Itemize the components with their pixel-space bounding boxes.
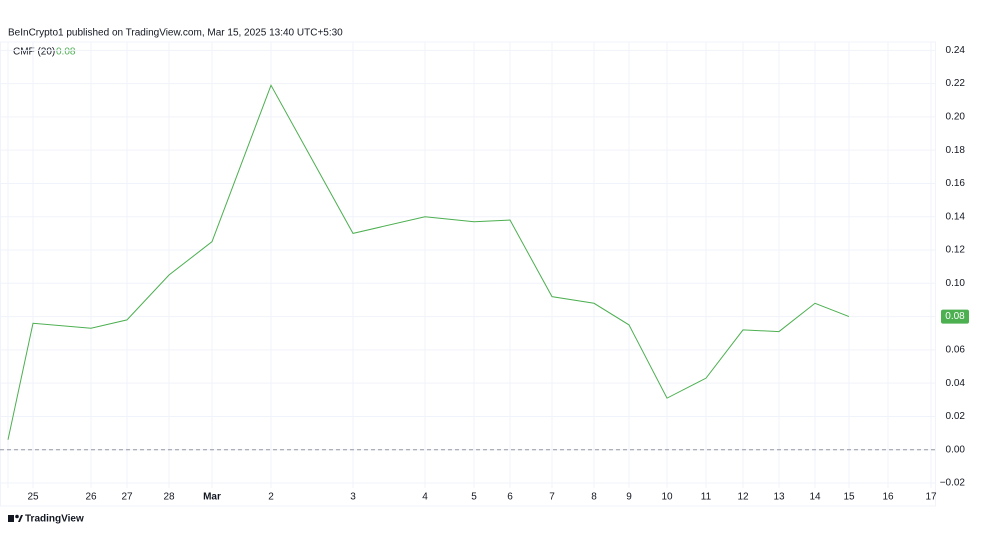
x-tick-label: 14 bbox=[809, 492, 821, 503]
x-tick-label: 16 bbox=[882, 492, 894, 503]
x-tick-label: 10 bbox=[661, 492, 673, 503]
y-tick-label: 0.06 bbox=[946, 345, 966, 356]
legend-name: CMF (20) bbox=[13, 47, 55, 58]
y-tick-label: 0.18 bbox=[946, 145, 966, 156]
y-tick-label: 0.16 bbox=[946, 178, 966, 189]
x-tick-label: 4 bbox=[422, 492, 428, 503]
y-tick-label: 0.24 bbox=[946, 45, 966, 56]
x-tick-label: 2 bbox=[268, 492, 274, 503]
y-tick-label: 0.14 bbox=[946, 211, 966, 222]
plot-frame bbox=[0, 41, 936, 507]
x-tick-label: 12 bbox=[737, 492, 749, 503]
x-tick-label: Mar bbox=[203, 492, 221, 503]
y-tick-label: 0.04 bbox=[946, 378, 966, 389]
last-value-label: 0.08 bbox=[945, 311, 965, 322]
y-tick-label: 0.10 bbox=[946, 278, 966, 289]
x-tick-label: 7 bbox=[549, 492, 555, 503]
x-tick-label: 6 bbox=[507, 492, 513, 503]
y-tick-label: 0.12 bbox=[946, 245, 966, 256]
legend-value: 0.08 bbox=[56, 47, 76, 58]
y-tick-label: 0.20 bbox=[946, 112, 966, 123]
x-tick-label: 8 bbox=[591, 492, 597, 503]
x-tick-label: 9 bbox=[626, 492, 632, 503]
x-tick-label: 5 bbox=[471, 492, 477, 503]
logo: TradingView bbox=[8, 514, 84, 525]
y-tick-label: −0.02 bbox=[940, 478, 966, 489]
x-tick-label: 11 bbox=[701, 492, 712, 503]
x-tick-label: 13 bbox=[773, 492, 785, 503]
header: BeInCrypto1 published on TradingView.com… bbox=[8, 28, 343, 39]
cmf-line bbox=[7, 84, 850, 440]
y-tick-label: 0.22 bbox=[946, 78, 966, 89]
x-tick-label: 15 bbox=[843, 492, 855, 503]
y-tick-label: 0.00 bbox=[946, 444, 966, 455]
x-tick-label: 26 bbox=[85, 492, 97, 503]
footer: TradingView bbox=[25, 514, 84, 525]
x-tick-label: 3 bbox=[350, 492, 356, 503]
y-tick-label: 0.02 bbox=[946, 411, 966, 422]
x-tick-label: 25 bbox=[27, 492, 39, 503]
x-tick-label: 27 bbox=[121, 492, 133, 503]
x-tick-label: 17 bbox=[925, 492, 937, 503]
x-tick-label: 28 bbox=[163, 492, 175, 503]
last-value-tag bbox=[941, 309, 969, 324]
